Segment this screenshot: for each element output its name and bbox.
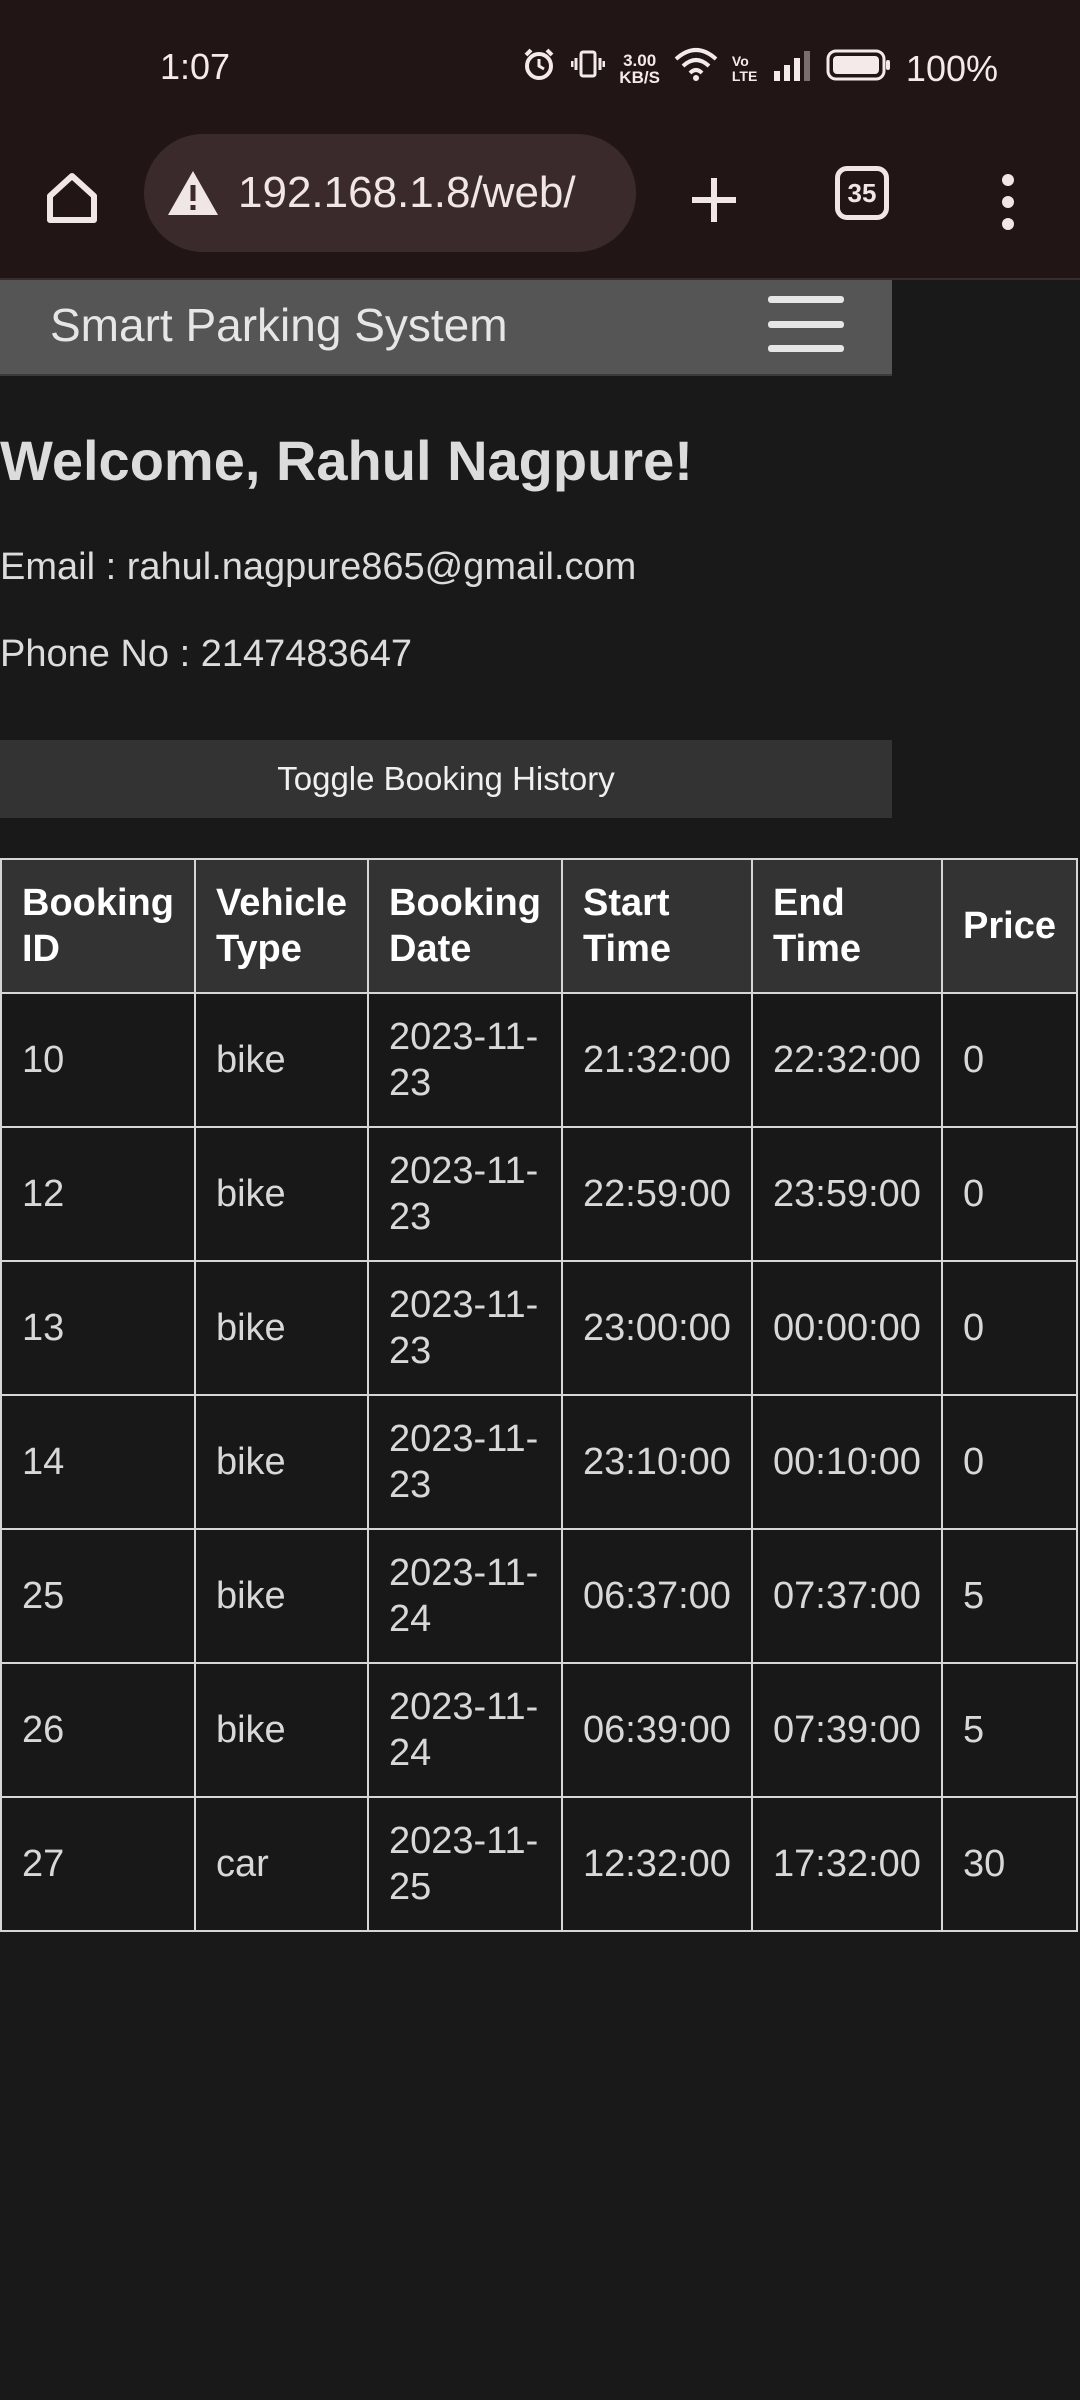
cell-vehicle-type: bike xyxy=(193,1394,370,1530)
table-row: 10 bike 2023-11-23 21:32:00 22:32:00 0 xyxy=(0,992,1078,1128)
cell-booking-id: 25 xyxy=(0,1528,196,1664)
site-navbar: Smart Parking System xyxy=(0,280,892,376)
cell-vehicle-type: bike xyxy=(193,1662,370,1798)
cell-booking-date: 2023-11-23 xyxy=(367,992,563,1128)
url-text[interactable]: 192.168.1.8/web/ xyxy=(238,168,576,217)
table-row: 13 bike 2023-11-23 23:00:00 00:00:00 0 xyxy=(0,1260,1078,1396)
cell-vehicle-type: bike xyxy=(193,1126,370,1262)
cell-end-time: 07:39:00 xyxy=(750,1662,944,1798)
cell-end-time: 00:00:00 xyxy=(750,1260,944,1396)
table-header-row: Booking ID Vehicle Type Booking Date Sta… xyxy=(0,858,1078,994)
cell-booking-date: 2023-11-23 xyxy=(367,1260,563,1396)
cell-price: 0 xyxy=(941,1394,1078,1530)
cell-booking-id: 27 xyxy=(0,1796,196,1932)
column-header-booking-id: Booking ID xyxy=(0,858,196,994)
table-row: 14 bike 2023-11-23 23:10:00 00:10:00 0 xyxy=(0,1394,1078,1530)
hamburger-icon[interactable] xyxy=(768,296,844,352)
cell-start-time: 06:37:00 xyxy=(560,1528,754,1664)
cell-vehicle-type: bike xyxy=(193,992,370,1128)
cell-price: 0 xyxy=(941,1260,1078,1396)
cell-price: 30 xyxy=(941,1796,1078,1932)
battery-percent: 100% xyxy=(905,47,998,89)
home-button[interactable] xyxy=(36,162,108,234)
column-header-start-time: Start Time xyxy=(560,858,754,994)
cell-booking-id: 26 xyxy=(0,1662,196,1798)
alarm-icon xyxy=(521,46,557,91)
cell-start-time: 06:39:00 xyxy=(560,1662,754,1798)
cell-booking-date: 2023-11-23 xyxy=(367,1394,563,1530)
cell-end-time: 00:10:00 xyxy=(750,1394,944,1530)
cell-booking-date: 2023-11-23 xyxy=(367,1126,563,1262)
status-icons: 3.00 KB/S Vo LTE 100% xyxy=(521,46,998,91)
cell-booking-id: 13 xyxy=(0,1260,196,1396)
home-icon xyxy=(47,173,97,223)
volte-label: Vo LTE xyxy=(731,52,758,84)
cell-booking-date: 2023-11-24 xyxy=(367,1662,563,1798)
cell-booking-date: 2023-11-24 xyxy=(367,1528,563,1664)
signal-icon xyxy=(772,48,812,90)
toggle-booking-history-button[interactable]: Toggle Booking History xyxy=(0,740,892,818)
cell-start-time: 23:10:00 xyxy=(560,1394,754,1530)
column-header-price: Price xyxy=(941,858,1078,994)
new-tab-button[interactable] xyxy=(676,162,752,238)
cell-start-time: 21:32:00 xyxy=(560,992,754,1128)
phone-line: Phone No : 2147483647 xyxy=(0,633,413,675)
cell-price: 5 xyxy=(941,1528,1078,1664)
vibrate-icon xyxy=(570,47,606,90)
table-row: 26 bike 2023-11-24 06:39:00 07:39:00 5 xyxy=(0,1662,1078,1798)
booking-history-table: Booking ID Vehicle Type Booking Date Sta… xyxy=(0,858,1078,1932)
column-header-booking-date: Booking Date xyxy=(367,858,563,994)
tab-switcher-button[interactable]: 35 xyxy=(835,166,889,220)
cell-vehicle-type: car xyxy=(193,1796,370,1932)
battery-icon xyxy=(826,48,892,90)
table-row: 12 bike 2023-11-23 22:59:00 23:59:00 0 xyxy=(0,1126,1078,1262)
cell-booking-id: 12 xyxy=(0,1126,196,1262)
cell-start-time: 22:59:00 xyxy=(560,1126,754,1262)
cell-price: 0 xyxy=(941,992,1078,1128)
table-row: 27 car 2023-11-25 12:32:00 17:32:00 30 xyxy=(0,1796,1078,1932)
more-vert-icon[interactable] xyxy=(980,164,1036,240)
cell-vehicle-type: bike xyxy=(193,1528,370,1664)
email-line: Email : rahul.nagpure865@gmail.com xyxy=(0,546,637,588)
plus-icon xyxy=(692,178,736,222)
column-header-vehicle-type: Vehicle Type xyxy=(193,858,370,994)
cell-booking-id: 10 xyxy=(0,992,196,1128)
address-bar[interactable]: 192.168.1.8/web/ xyxy=(144,134,636,252)
cell-start-time: 23:00:00 xyxy=(560,1260,754,1396)
status-time: 1:07 xyxy=(160,46,231,87)
net-speed: 3.00 KB/S xyxy=(619,50,660,87)
cell-vehicle-type: bike xyxy=(193,1260,370,1396)
welcome-heading: Welcome, Rahul Nagpure! xyxy=(0,429,693,492)
cell-price: 5 xyxy=(941,1662,1078,1798)
warning-icon[interactable] xyxy=(166,166,220,220)
cell-start-time: 12:32:00 xyxy=(560,1796,754,1932)
cell-end-time: 17:32:00 xyxy=(750,1796,944,1932)
status-bar: 1:07 3.00 KB/S Vo LTE 100% xyxy=(0,0,1080,134)
cell-booking-date: 2023-11-25 xyxy=(367,1796,563,1932)
cell-end-time: 07:37:00 xyxy=(750,1528,944,1664)
site-title[interactable]: Smart Parking System xyxy=(50,299,508,351)
column-header-end-time: End Time xyxy=(750,858,944,994)
cell-price: 0 xyxy=(941,1126,1078,1262)
cell-end-time: 22:32:00 xyxy=(750,992,944,1128)
cell-booking-id: 14 xyxy=(0,1394,196,1530)
wifi-icon xyxy=(674,47,718,90)
browser-toolbar: 192.168.1.8/web/ 35 xyxy=(0,134,1080,280)
table-row: 25 bike 2023-11-24 06:37:00 07:37:00 5 xyxy=(0,1528,1078,1664)
cell-end-time: 23:59:00 xyxy=(750,1126,944,1262)
